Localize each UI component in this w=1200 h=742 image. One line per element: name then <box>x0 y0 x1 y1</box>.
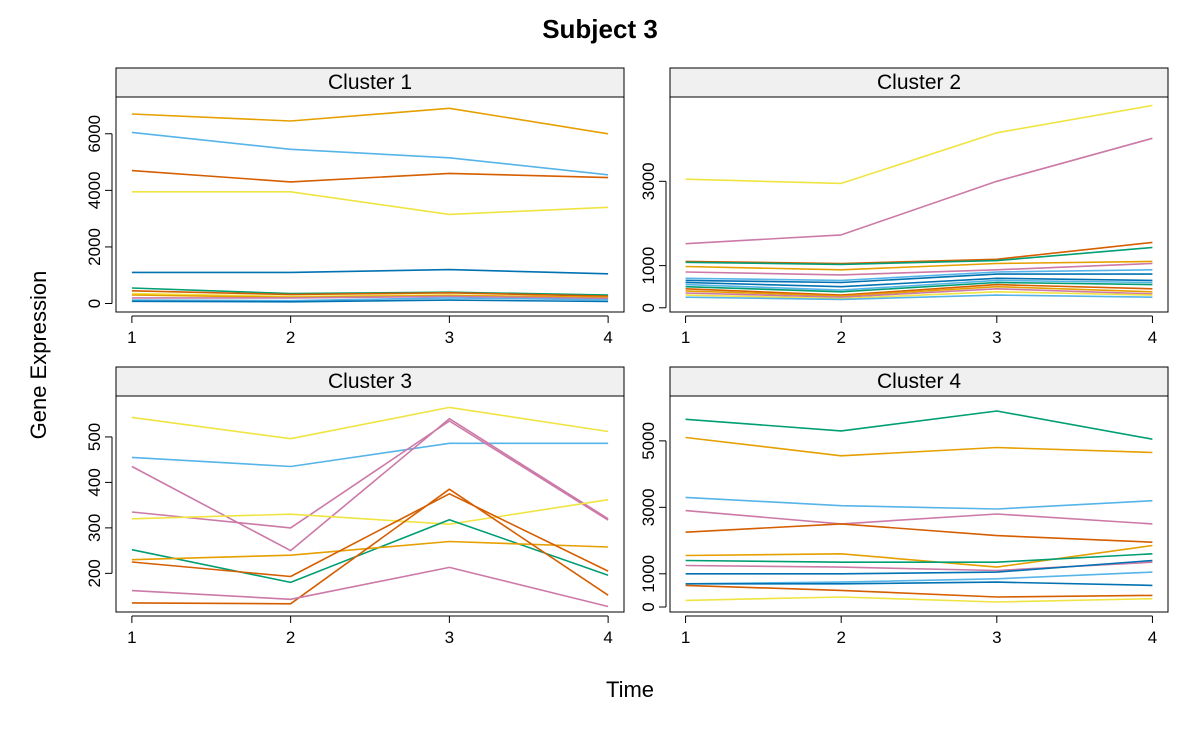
series-line-12 <box>685 283 1153 296</box>
panel-strip <box>669 366 1169 397</box>
x-tick-label: 1 <box>127 628 136 647</box>
panel-cluster-1: Cluster 1 1 2 3 4 0 2000 4000 6000 <box>85 67 625 347</box>
x-tick-label: 3 <box>445 328 454 347</box>
series-line-5 <box>131 268 609 275</box>
y-tick-label: 400 <box>85 468 104 496</box>
series-line-8 <box>685 273 1153 284</box>
plot-area <box>115 96 625 313</box>
series-line-4 <box>685 509 1153 525</box>
x-tick-label: 2 <box>836 628 845 647</box>
series-line-4 <box>685 246 1153 266</box>
series-line-5 <box>131 498 609 526</box>
x-tick-label: 1 <box>681 328 690 347</box>
series-line-10 <box>685 571 1153 585</box>
series-line-14 <box>685 287 1153 299</box>
series-line-11 <box>131 297 609 302</box>
series-line-9 <box>685 559 1153 575</box>
panel-cluster-4: Cluster 4 1 2 3 4 0 1000 3000 5000 <box>639 366 1169 647</box>
plot-area <box>669 395 1169 613</box>
panel-strip <box>115 366 625 397</box>
series-line-9 <box>131 488 609 605</box>
panel-strip <box>669 67 1169 98</box>
series-line-13 <box>685 596 1153 603</box>
series-line-2 <box>685 137 1153 245</box>
y-tick-label: 1000 <box>639 555 658 593</box>
x-tick-label: 3 <box>445 628 454 647</box>
y-tick-label: 4000 <box>85 171 104 209</box>
y-tick-label: 3000 <box>639 162 658 200</box>
x-tick-label: 2 <box>286 628 295 647</box>
series-line-6 <box>131 518 609 584</box>
series-line-2 <box>131 442 609 468</box>
series-line-3 <box>131 169 609 183</box>
series-line-13 <box>685 285 1153 297</box>
panel-cluster-2: Cluster 2 1 2 3 4 0 1000 3000 <box>639 67 1169 347</box>
series-line-7 <box>685 553 1153 564</box>
x-tick-label: 4 <box>603 328 612 347</box>
series-line-10 <box>131 295 609 300</box>
series-line-10 <box>685 279 1153 291</box>
x-tick-label: 4 <box>1148 628 1157 647</box>
series-line-6 <box>685 544 1153 568</box>
panel-title: Cluster 2 <box>877 71 961 94</box>
series-line-5 <box>685 260 1153 271</box>
series-line-8 <box>131 492 609 578</box>
y-tick-label: 3000 <box>639 488 658 526</box>
panel-title: Cluster 1 <box>328 71 412 94</box>
series-line-16 <box>685 294 1153 301</box>
panel-title: Cluster 4 <box>877 370 961 393</box>
panel-strip <box>115 67 625 98</box>
x-tick-label: 4 <box>1148 328 1157 347</box>
x-tick-label: 3 <box>992 628 1001 647</box>
y-tick-label: 0 <box>85 299 104 308</box>
series-line-1 <box>131 107 609 135</box>
series-line-1 <box>685 104 1153 185</box>
y-tick-label: 0 <box>639 303 658 312</box>
series-line-2 <box>685 436 1153 457</box>
plot-area <box>115 395 625 613</box>
series-line-7 <box>131 290 609 297</box>
series-line-2 <box>131 131 609 176</box>
series-line-7 <box>685 269 1153 282</box>
x-tick-label: 1 <box>681 628 690 647</box>
panel-cluster-3: Cluster 3 1 2 3 4 200 300 400 500 <box>85 366 625 647</box>
y-tick-label: 500 <box>85 423 104 451</box>
series-line-9 <box>685 277 1153 288</box>
series-line-4 <box>131 420 609 529</box>
x-tick-label: 2 <box>286 328 295 347</box>
series-line-15 <box>685 290 1153 300</box>
x-tick-label: 4 <box>603 628 612 647</box>
series-line-11 <box>685 281 1153 293</box>
series-line-10 <box>131 566 609 608</box>
series-line-5 <box>685 523 1153 543</box>
series-line-7 <box>131 540 609 561</box>
y-tick-label: 200 <box>85 559 104 587</box>
x-tick-label: 3 <box>992 328 1001 347</box>
series-line-4 <box>131 191 609 216</box>
y-tick-label: 300 <box>85 514 104 542</box>
y-tick-label: 6000 <box>85 115 104 153</box>
series-line-12 <box>685 584 1153 598</box>
series-line-11 <box>685 581 1153 587</box>
series-line-1 <box>685 410 1153 440</box>
series-line-3 <box>685 241 1153 265</box>
series-line-1 <box>131 406 609 440</box>
series-line-3 <box>685 496 1153 510</box>
x-tick-label: 1 <box>127 328 136 347</box>
series-line-3 <box>131 417 609 552</box>
x-axis-label: Time <box>606 677 654 702</box>
y-tick-label: 2000 <box>85 228 104 266</box>
y-tick-label: 0 <box>639 602 658 611</box>
panel-title: Cluster 3 <box>328 370 412 393</box>
series-line-12 <box>131 299 609 303</box>
y-tick-label: 5000 <box>639 422 658 460</box>
y-tick-label: 1000 <box>639 247 658 285</box>
series-line-6 <box>685 262 1153 276</box>
y-axis-label: Gene Expression <box>26 271 51 440</box>
plot-area <box>669 96 1169 313</box>
x-tick-label: 2 <box>836 328 845 347</box>
figure-title: Subject 3 <box>542 14 658 44</box>
